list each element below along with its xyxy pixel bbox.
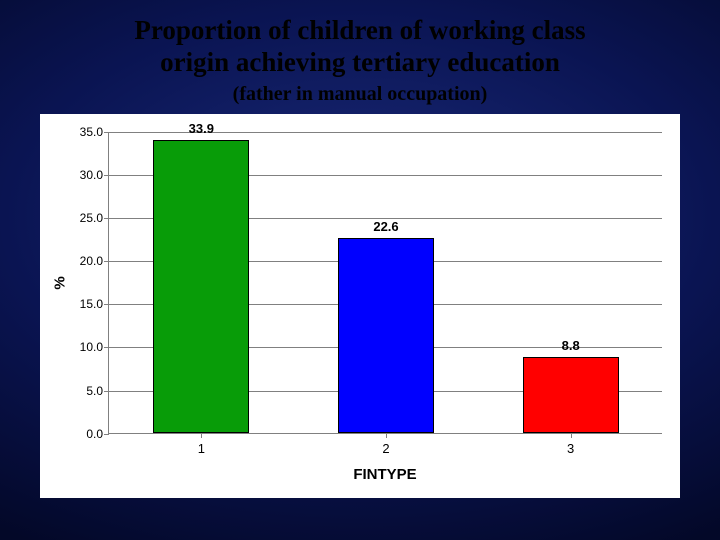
y-tick-label: 25.0: [80, 211, 109, 225]
title-line-2: origin achieving tertiary education: [134, 46, 585, 78]
y-tick-label: 15.0: [80, 297, 109, 311]
slide: Proportion of children of working class …: [0, 0, 720, 540]
bar-value-label: 8.8: [562, 338, 580, 353]
y-tick-label: 35.0: [80, 125, 109, 139]
y-tick-label: 20.0: [80, 254, 109, 268]
bar-value-label: 33.9: [189, 121, 214, 136]
bar-value-label: 22.6: [373, 219, 398, 234]
y-tick-label: 5.0: [86, 384, 109, 398]
bar-chart: 0.0 5.0 10.0 15.0 20.0 25.0 30.0 35.0 33.9 1 22.6 2…: [40, 114, 680, 498]
y-tick-label: 30.0: [80, 168, 109, 182]
plot-area: 0.05.010.015.020.025.030.035.033.9122.62…: [108, 132, 662, 434]
x-tick-label: 1: [198, 433, 205, 456]
x-axis-label: FINTYPE: [353, 466, 416, 483]
title-subtitle: (father in manual occupation): [134, 83, 585, 106]
bar: [153, 140, 249, 433]
y-tick-label: 10.0: [80, 340, 109, 354]
y-axis-label: %: [52, 276, 69, 289]
bar: [523, 357, 619, 433]
x-tick-label: 3: [567, 433, 574, 456]
bar: [338, 238, 434, 433]
x-tick-label: 2: [382, 433, 389, 456]
y-tick-label: 0.0: [86, 427, 109, 441]
title-block: Proportion of children of working class …: [134, 14, 585, 106]
title-line-1: Proportion of children of working class: [134, 14, 585, 46]
